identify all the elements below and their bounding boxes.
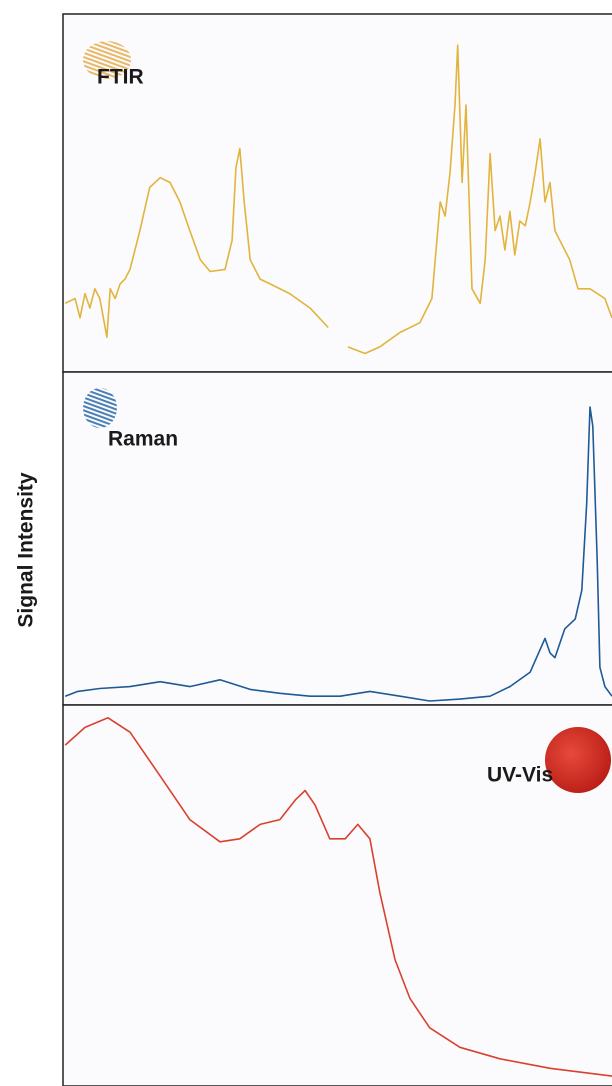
y-axis-label: Signal Intensity <box>15 472 38 628</box>
legend-label: Raman <box>108 428 178 451</box>
chart: Signal Intensity FTIR Raman UV-Vis <box>0 0 612 1086</box>
panel <box>63 14 612 372</box>
panel <box>63 372 612 705</box>
raman-icon <box>83 388 117 428</box>
legend-label: FTIR <box>97 66 144 89</box>
uvvis-icon <box>545 727 611 793</box>
panels <box>63 14 612 1086</box>
panel <box>63 705 612 1086</box>
legend-label: UV-Vis <box>487 764 553 787</box>
